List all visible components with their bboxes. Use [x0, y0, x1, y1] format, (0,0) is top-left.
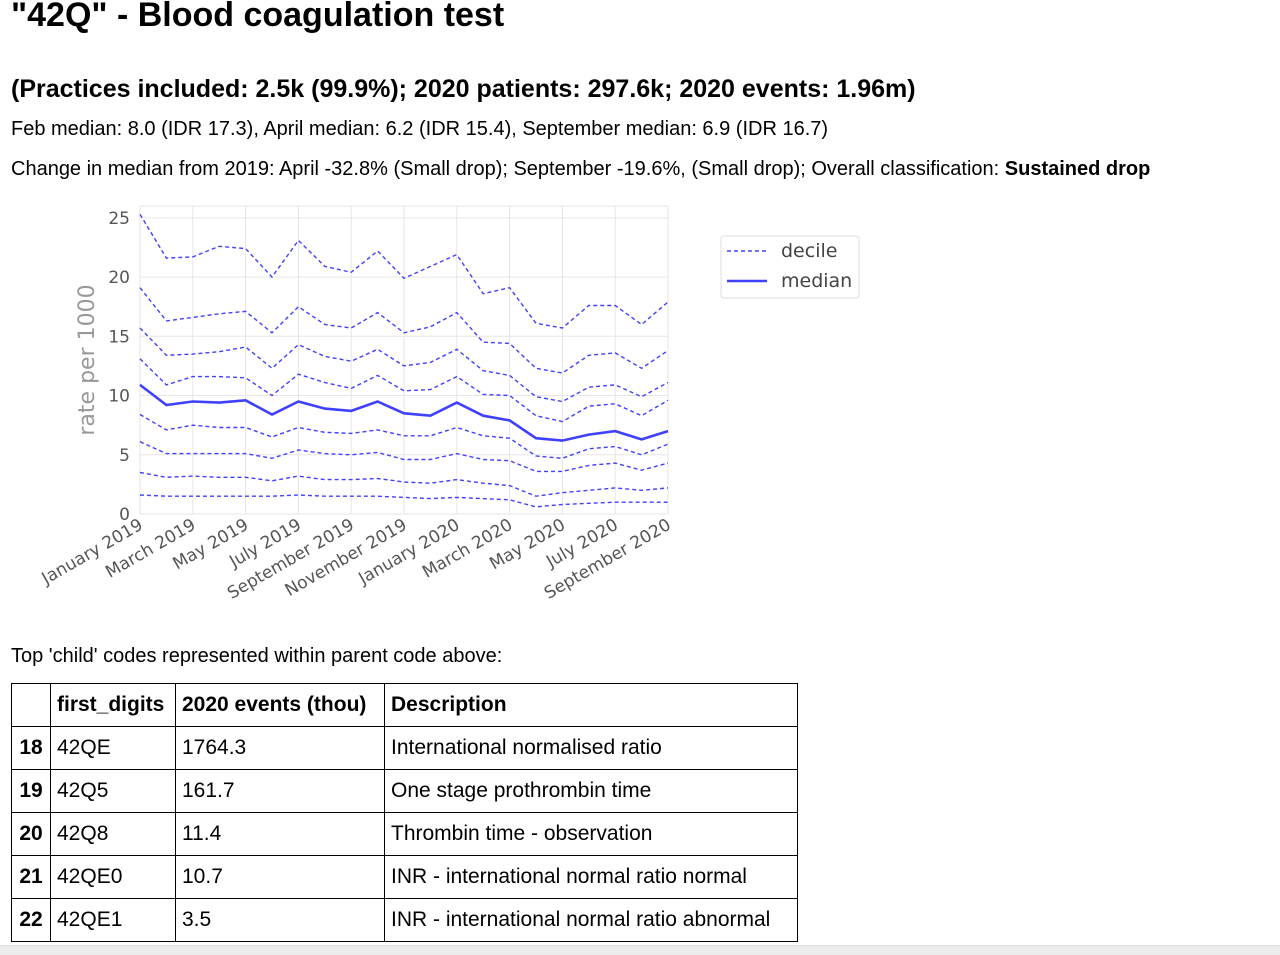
legend: decile median [720, 235, 860, 299]
decile-line-7 [139, 287, 669, 374]
horizontal-scrollbar[interactable] [0, 945, 1280, 955]
first-digits-cell: 42Q8 [50, 812, 176, 856]
page-title: "42Q" - Blood coagulation test [11, 0, 505, 34]
classification-value: Sustained drop [1004, 158, 1151, 180]
events-cell: 10.7 [175, 855, 385, 899]
decile-line-1 [139, 494, 668, 508]
column-header-description: Description [384, 683, 798, 727]
y-tick-label: 20 [108, 268, 130, 288]
change-text: Change in median from 2019: April -32.8%… [11, 158, 1000, 180]
row-index: 19 [11, 769, 51, 813]
description-cell: One stage prothrombin time [384, 769, 798, 813]
decile-line-8 [139, 213, 669, 329]
column-header-index [11, 683, 51, 727]
row-index: 20 [11, 812, 51, 856]
y-axis-label: rate per 1000 [75, 284, 100, 435]
y-tick-label: 5 [119, 446, 130, 466]
events-cell: 161.7 [175, 769, 385, 813]
table-row: 19 42Q5 161.7 One stage prothrombin time [11, 769, 798, 813]
legend-decile-label: decile [781, 240, 837, 262]
table-row: 22 42QE1 3.5 INR - international normal … [11, 898, 798, 942]
decile-line-5 [139, 358, 669, 423]
description-cell: INR - international normal ratio abnorma… [384, 898, 798, 942]
decile-line-2 [139, 471, 669, 497]
column-header-events: 2020 events (thou) [175, 683, 385, 727]
y-tick-label: 25 [108, 209, 130, 229]
child-codes-table: first_digits 2020 events (thou) Descript… [11, 683, 798, 942]
first-digits-cell: 42Q5 [50, 769, 176, 813]
first-digits-cell: 42QE [50, 726, 176, 770]
decile-line-4 [139, 413, 669, 460]
row-index: 22 [11, 898, 51, 942]
y-tick-label: 0 [119, 505, 130, 525]
median-line [139, 383, 669, 442]
medians-summary: Feb median: 8.0 (IDR 17.3), April median… [11, 118, 829, 140]
table-row: 20 42Q8 11.4 Thrombin time - observation [11, 812, 798, 856]
series [139, 213, 669, 508]
y-ticks: 0 5 10 15 20 25 [108, 209, 130, 525]
table-header-row: first_digits 2020 events (thou) Descript… [11, 683, 798, 727]
first-digits-cell: 42QE0 [50, 855, 176, 899]
y-tick-label: 15 [108, 327, 130, 347]
row-index: 18 [11, 726, 51, 770]
description-cell: International normalised ratio [384, 726, 798, 770]
grid [139, 206, 669, 515]
legend-median-label: median [781, 270, 852, 292]
row-index: 21 [11, 855, 51, 899]
description-cell: Thrombin time - observation [384, 812, 798, 856]
summary-heading: (Practices included: 2.5k (99.9%); 2020 … [11, 75, 916, 103]
column-header-first-digits: first_digits [50, 683, 176, 727]
events-cell: 11.4 [175, 812, 385, 856]
y-tick-label: 10 [108, 387, 130, 407]
description-cell: INR - international normal ratio normal [384, 855, 798, 899]
child-codes-intro: Top 'child' codes represented within par… [11, 645, 503, 667]
table-row: 21 42QE0 10.7 INR - international normal… [11, 855, 798, 899]
table-row: 18 42QE 1764.3 International normalised … [11, 726, 798, 770]
decile-line-3 [139, 441, 669, 473]
events-cell: 1764.3 [175, 726, 385, 770]
decile-line-6 [139, 327, 669, 403]
change-summary: Change in median from 2019: April -32.8%… [11, 158, 1150, 181]
events-cell: 3.5 [175, 898, 385, 942]
first-digits-cell: 42QE1 [50, 898, 176, 942]
